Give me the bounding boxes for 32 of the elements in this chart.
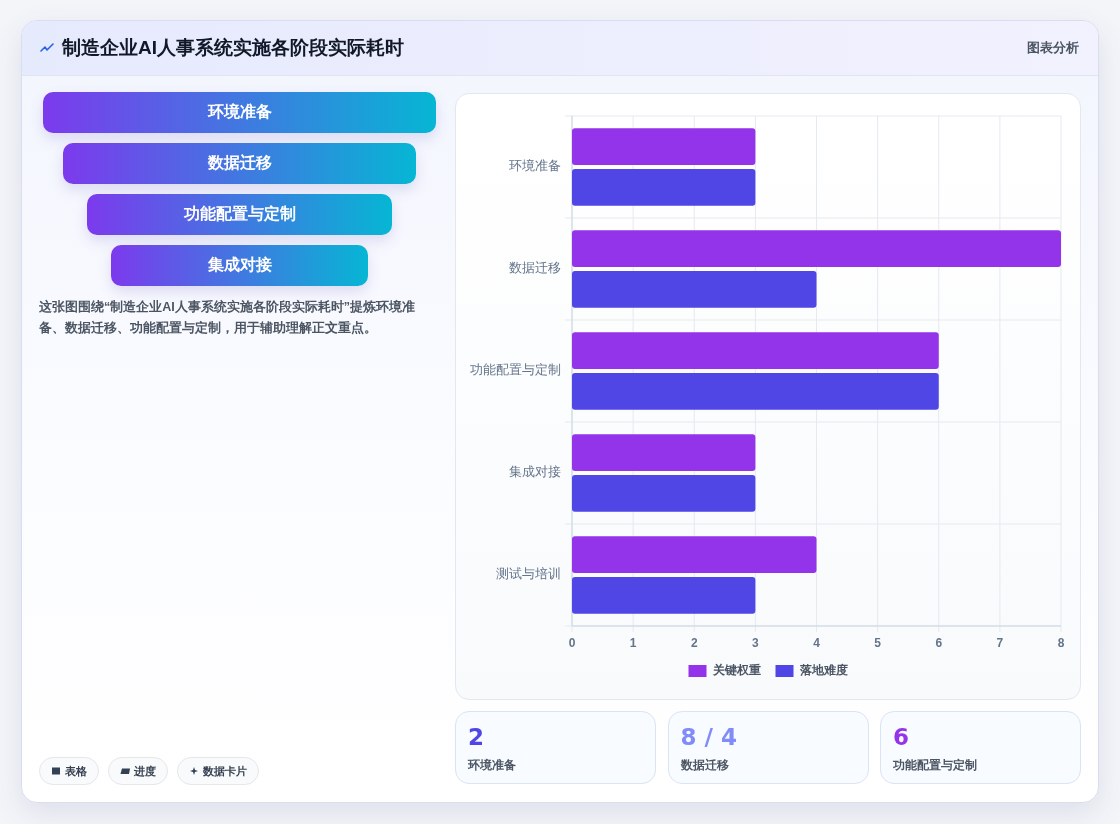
category-label: 数据迁移: [680, 757, 729, 773]
x-tick-label: 2: [690, 636, 698, 651]
x-tick-label: 1: [629, 636, 637, 651]
category-label: 功能配置与定制: [893, 757, 977, 773]
x-tick-label: 7: [996, 636, 1004, 651]
text: 表格: [65, 763, 87, 779]
legend-label: 关键权重: [711, 663, 761, 678]
y-tick-label: 环境准备: [509, 158, 561, 174]
y-tick-label: 测试与培训: [496, 567, 561, 582]
y-tick-label: 数据迁移: [509, 261, 561, 276]
text: 进度: [134, 763, 156, 779]
text: 数据卡片: [203, 763, 247, 779]
text: 2: [468, 724, 485, 750]
category-label: 功能配置与定制: [183, 204, 296, 224]
legend-label: 落地难度: [798, 663, 848, 678]
x-tick-label: 8: [1057, 636, 1065, 651]
category-label: 环境准备: [207, 102, 272, 122]
x-tick-label: 6: [935, 636, 943, 651]
category-label: 数据迁移: [207, 153, 272, 173]
text: 6: [893, 724, 910, 750]
x-tick-label: 3: [752, 636, 760, 651]
text: 8 / 4: [680, 724, 737, 750]
text: 制造企业AI人事系统实施各阶段实际耗时: [62, 36, 404, 60]
text: 这张图围绕“制造企业AI人事系统实施各阶段实际耗时”提炼环境准备、数据迁移、功能配置与定制，用于辅助理解正文重点。: [39, 299, 416, 337]
y-tick-label: 功能配置与定制: [470, 363, 561, 378]
x-tick-label: 5: [874, 636, 882, 651]
text: 图表分析: [1027, 40, 1079, 56]
category-label: 环境准备: [468, 757, 516, 773]
category-label: 集成对接: [207, 255, 272, 275]
y-tick-label: 集成对接: [509, 465, 561, 480]
x-tick-label: 4: [813, 636, 821, 651]
x-tick-label: 0: [568, 636, 576, 651]
